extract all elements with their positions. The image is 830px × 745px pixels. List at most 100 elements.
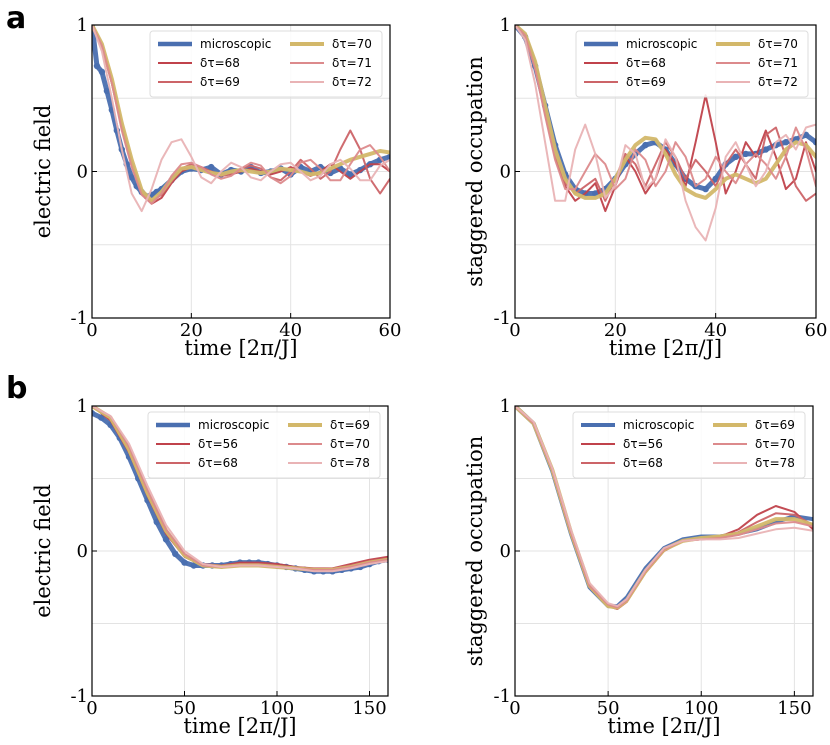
data-point xyxy=(98,414,105,421)
data-point xyxy=(347,171,354,178)
y-tick-label: 1 xyxy=(500,396,511,417)
y-axis-label: staggered occupation xyxy=(463,436,487,667)
data-point xyxy=(386,153,390,161)
x-tick-label: 50 xyxy=(173,698,196,719)
legend-label: δτ=68 xyxy=(623,456,663,470)
series-group xyxy=(92,25,390,213)
legend-label: microscopic xyxy=(198,418,269,432)
data-point xyxy=(742,150,749,158)
y-tick-label: 0 xyxy=(500,541,511,562)
y-tick-label: 0 xyxy=(500,162,511,183)
x-tick-label: 20 xyxy=(604,320,627,341)
y-tick-label: -1 xyxy=(70,308,88,329)
legend: microscopic δτ=56 δτ=68 δτ=69 δτ=70 δτ=78 xyxy=(572,411,806,479)
data-point xyxy=(92,410,96,417)
x-tick-label: 100 xyxy=(684,698,718,719)
y-axis-label: staggered occupation xyxy=(463,56,487,287)
legend-label: δτ=71 xyxy=(758,56,798,70)
panel-label-b: b xyxy=(6,371,27,406)
x-tick-label: 0 xyxy=(86,698,97,719)
x-tick-label: 0 xyxy=(509,698,520,719)
data-point xyxy=(208,163,215,171)
series-line-5 xyxy=(515,25,816,242)
series-line-4 xyxy=(92,25,390,205)
legend-label: δτ=68 xyxy=(200,56,240,70)
y-tick-label: 0 xyxy=(77,162,88,183)
legend-label: δτ=78 xyxy=(755,456,795,470)
legend-label: δτ=70 xyxy=(755,437,795,451)
legend-label: δτ=72 xyxy=(332,75,372,89)
x-tick-label: 40 xyxy=(279,320,302,341)
data-point xyxy=(642,141,649,149)
data-point xyxy=(190,562,197,569)
y-tick-label: 0 xyxy=(77,541,88,562)
legend-label: δτ=71 xyxy=(332,56,372,70)
x-axis-label: time [2π/J] xyxy=(183,714,296,738)
legend: microscopic δτ=56 δτ=68 δτ=69 δτ=70 δτ=78 xyxy=(147,411,381,479)
panel-label-a: a xyxy=(6,1,26,36)
legend-label: δτ=70 xyxy=(332,37,372,51)
legend-box xyxy=(575,30,809,98)
x-tick-label: 150 xyxy=(777,698,811,719)
data-point xyxy=(812,139,816,146)
data-point xyxy=(103,87,111,95)
legend-box xyxy=(572,411,806,479)
data-point xyxy=(317,163,324,171)
legend-label: δτ=68 xyxy=(198,456,238,470)
data-point xyxy=(128,174,135,181)
data-point xyxy=(172,550,179,558)
legend-label: δτ=78 xyxy=(330,456,370,470)
series-group xyxy=(92,406,388,575)
data-point xyxy=(93,62,101,70)
series-group xyxy=(515,25,816,242)
x-tick-label: 100 xyxy=(260,698,294,719)
x-tick-label: 50 xyxy=(597,698,620,719)
x-tick-label: 60 xyxy=(379,320,402,341)
legend-label: δτ=69 xyxy=(626,75,666,89)
series-line-3 xyxy=(515,25,816,200)
data-point xyxy=(162,536,170,543)
data-point xyxy=(181,559,188,566)
x-axis-label: time [2π/J] xyxy=(184,336,297,360)
x-tick-label: 0 xyxy=(86,320,97,341)
legend-label: δτ=72 xyxy=(758,75,798,89)
x-tick-label: 40 xyxy=(704,320,727,341)
legend-label: δτ=69 xyxy=(755,418,795,432)
legend-box xyxy=(149,30,383,98)
y-tick-label: 1 xyxy=(500,15,511,36)
x-tick-label: 60 xyxy=(805,320,828,341)
data-point xyxy=(153,518,160,526)
series-line-5 xyxy=(92,25,390,213)
x-axis-label: time [2π/J] xyxy=(607,714,720,738)
legend-label: δτ=70 xyxy=(330,437,370,451)
y-axis-label: electric field xyxy=(31,105,55,239)
y-tick-label: -1 xyxy=(493,686,511,707)
y-tick-label: -1 xyxy=(70,686,88,707)
legend-label: δτ=69 xyxy=(200,75,240,89)
series-line-5 xyxy=(515,406,813,608)
series-line-4 xyxy=(515,25,816,191)
y-tick-label: 1 xyxy=(77,15,88,36)
series-group xyxy=(515,406,813,610)
legend-label: δτ=69 xyxy=(330,418,370,432)
x-tick-label: 150 xyxy=(352,698,386,719)
data-point xyxy=(98,68,106,76)
legend-label: δτ=70 xyxy=(758,37,798,51)
legend-label: δτ=68 xyxy=(626,56,666,70)
legend-label: δτ=56 xyxy=(623,437,663,451)
x-tick-label: 20 xyxy=(180,320,203,341)
legend: microscopic δτ=68 δτ=69 δτ=70 δτ=71 δτ=72 xyxy=(575,30,809,98)
data-point xyxy=(702,185,709,193)
y-axis-label: electric field xyxy=(31,484,55,618)
legend-label: microscopic xyxy=(626,37,697,51)
legend-label: δτ=56 xyxy=(198,437,238,451)
y-tick-label: -1 xyxy=(493,308,511,329)
legend-box xyxy=(147,411,381,479)
y-tick-label: 1 xyxy=(77,396,88,417)
legend: microscopic δτ=68 δτ=69 δτ=70 δτ=71 δτ=72 xyxy=(149,30,383,98)
